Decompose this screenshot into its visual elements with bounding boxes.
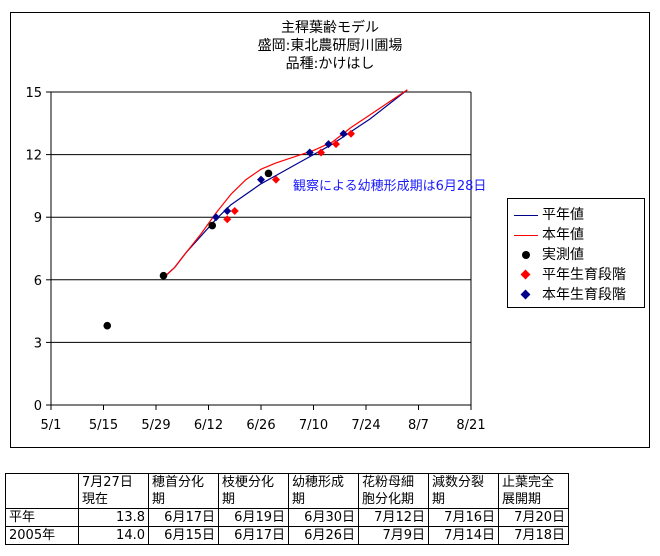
table-header-cell-flag-leaf: 止葉完全 展開期 xyxy=(498,473,569,509)
table-header-text: 胞分化期 xyxy=(362,492,415,507)
table-header-text: 止葉完全 xyxy=(502,475,555,490)
table-header-text: 期 xyxy=(432,492,446,507)
x-tick-label: 5/15 xyxy=(89,418,118,433)
x-tick-label: 7/24 xyxy=(351,418,380,433)
legend-item-avg-stage: 平年生育段階 xyxy=(508,265,644,285)
stage-marker xyxy=(332,140,340,149)
legend-label-observed: 実測値 xyxy=(542,247,584,263)
table-header-cell-current: 7月27日現在 xyxy=(78,473,149,509)
table-header-text: 花粉母細 xyxy=(362,475,415,490)
stage-marker xyxy=(257,175,265,184)
table-header-cell-branch: 枝梗分化期 xyxy=(218,473,289,509)
table-cell: 6月19日 xyxy=(218,508,289,527)
stage-marker xyxy=(223,215,232,224)
stage-marker xyxy=(339,129,348,138)
table-header-text: 減数分裂 xyxy=(432,475,485,490)
table-cell: 14.0 xyxy=(78,526,149,545)
legend-item-observed: 実測値 xyxy=(508,245,644,265)
stage-marker xyxy=(230,206,239,215)
chart-title-line-3: 品種:かけはし xyxy=(285,56,375,72)
y-tick-label: 0 xyxy=(34,399,42,414)
stage-marker xyxy=(272,175,280,184)
stage-marker xyxy=(347,129,355,138)
series-line-0 xyxy=(163,89,408,279)
y-tick-label: 6 xyxy=(34,274,42,289)
table-cell: 7月14日 xyxy=(428,526,499,545)
x-tick-label: 5/29 xyxy=(141,418,170,433)
table-cell: 7月9日 xyxy=(358,526,429,545)
table-cell: 6月30日 xyxy=(288,508,359,527)
table-header-text: 期 xyxy=(152,492,166,507)
observed-point xyxy=(264,169,273,178)
table-header-row: 7月27日現在 穂首分化期 枝梗分化期 幼穂形成期 花粉母細胞分化期 減数分裂期… xyxy=(5,473,569,509)
legend-swatch-avg-line xyxy=(514,215,538,216)
x-tick-label: 6/26 xyxy=(246,418,275,433)
chart-annotation: 観察による幼穂形成期は6月28日 xyxy=(293,179,486,194)
table-row-label: 平年 xyxy=(5,508,79,527)
y-tick-label: 9 xyxy=(34,211,42,226)
observed-point xyxy=(159,271,168,280)
table-cell: 6月15日 xyxy=(148,526,219,545)
table-cell: 13.8 xyxy=(78,508,149,527)
table-row-label: 2005年 xyxy=(5,526,79,545)
legend-item-year-line: 本年値 xyxy=(508,225,644,245)
stage-marker xyxy=(212,213,220,222)
series-line-1 xyxy=(163,89,408,279)
table-header-text: 期 xyxy=(292,492,306,507)
chart-title-line-2: 盛岡:東北農研厨川圃場 xyxy=(257,38,403,54)
legend-swatch-year-stage xyxy=(520,289,531,300)
table-row: 平年 13.8 6月17日 6月19日 6月30日 7月12日 7月16日 7月… xyxy=(5,508,569,527)
table-row: 2005年 14.0 6月15日 6月17日 6月26日 7月9日 7月14日 … xyxy=(5,526,569,545)
table-header-text: 穂首分化 xyxy=(152,475,205,490)
table-header-cell-panicle-neck: 穂首分化期 xyxy=(148,473,219,509)
table-header-text: 現在 xyxy=(82,492,109,507)
observed-point xyxy=(103,321,112,330)
table-header-cell-pollen: 花粉母細 胞分化期 xyxy=(358,473,429,509)
chart-legend: 平年値 本年値 実測値 平年生育段階 本年生育段階 xyxy=(507,198,645,308)
table-cell: 6月17日 xyxy=(218,526,289,545)
y-tick-label: 3 xyxy=(34,336,42,351)
x-tick-label: 7/10 xyxy=(299,418,328,433)
growth-stage-table: 7月27日現在 穂首分化期 枝梗分化期 幼穂形成期 花粉母細胞分化期 減数分裂期… xyxy=(5,473,569,545)
stage-marker xyxy=(223,206,232,215)
legend-swatch-year-line xyxy=(514,235,538,236)
observed-point xyxy=(208,221,217,230)
legend-item-avg-line: 平年値 xyxy=(508,205,644,225)
legend-swatch-observed xyxy=(522,251,530,259)
table-cell: 7月20日 xyxy=(498,508,569,527)
legend-label-year-stage: 本年生育段階 xyxy=(542,287,626,303)
legend-label-year-line: 本年値 xyxy=(542,227,584,243)
table-header-text: 期 xyxy=(222,492,236,507)
legend-label-avg-stage: 平年生育段階 xyxy=(542,267,626,283)
table-header-text: 枝梗分化 xyxy=(222,475,275,490)
table-header-text: 7月27日 xyxy=(82,475,133,490)
table-header-text: 展開期 xyxy=(502,492,542,507)
y-tick-label: 15 xyxy=(25,86,42,101)
leaf-age-chart: 0 3 6 9 12 15 5/1 5/15 5/29 6/12 6/26 7/10 7/24 8/7 8/… xyxy=(25,86,486,433)
stage-marker xyxy=(324,140,333,149)
table-cell: 6月17日 xyxy=(148,508,219,527)
table-cell: 7月18日 xyxy=(498,526,569,545)
stage-marker xyxy=(317,148,325,157)
legend-label-avg-line: 平年値 xyxy=(542,207,584,223)
table-cell: 7月16日 xyxy=(428,508,499,527)
y-tick-label: 12 xyxy=(25,149,42,164)
table-header-cell-meiosis: 減数分裂期 xyxy=(428,473,499,509)
legend-swatch-avg-stage xyxy=(520,269,531,280)
table-header-cell-panicle-formation: 幼穂形成期 xyxy=(288,473,359,509)
table-header-text: 幼穂形成 xyxy=(292,475,345,490)
table-cell: 7月12日 xyxy=(358,508,429,527)
chart-title-line-1: 主稈葉齢モデル xyxy=(281,20,379,36)
x-tick-label: 8/7 xyxy=(408,418,429,433)
x-tick-label: 6/12 xyxy=(194,418,223,433)
table-header-cell-corner xyxy=(5,473,79,509)
legend-item-year-stage: 本年生育段階 xyxy=(508,285,644,305)
x-tick-label: 8/21 xyxy=(456,418,485,433)
x-tick-label: 5/1 xyxy=(41,418,62,433)
table-cell: 6月26日 xyxy=(288,526,359,545)
stage-marker xyxy=(305,148,314,157)
